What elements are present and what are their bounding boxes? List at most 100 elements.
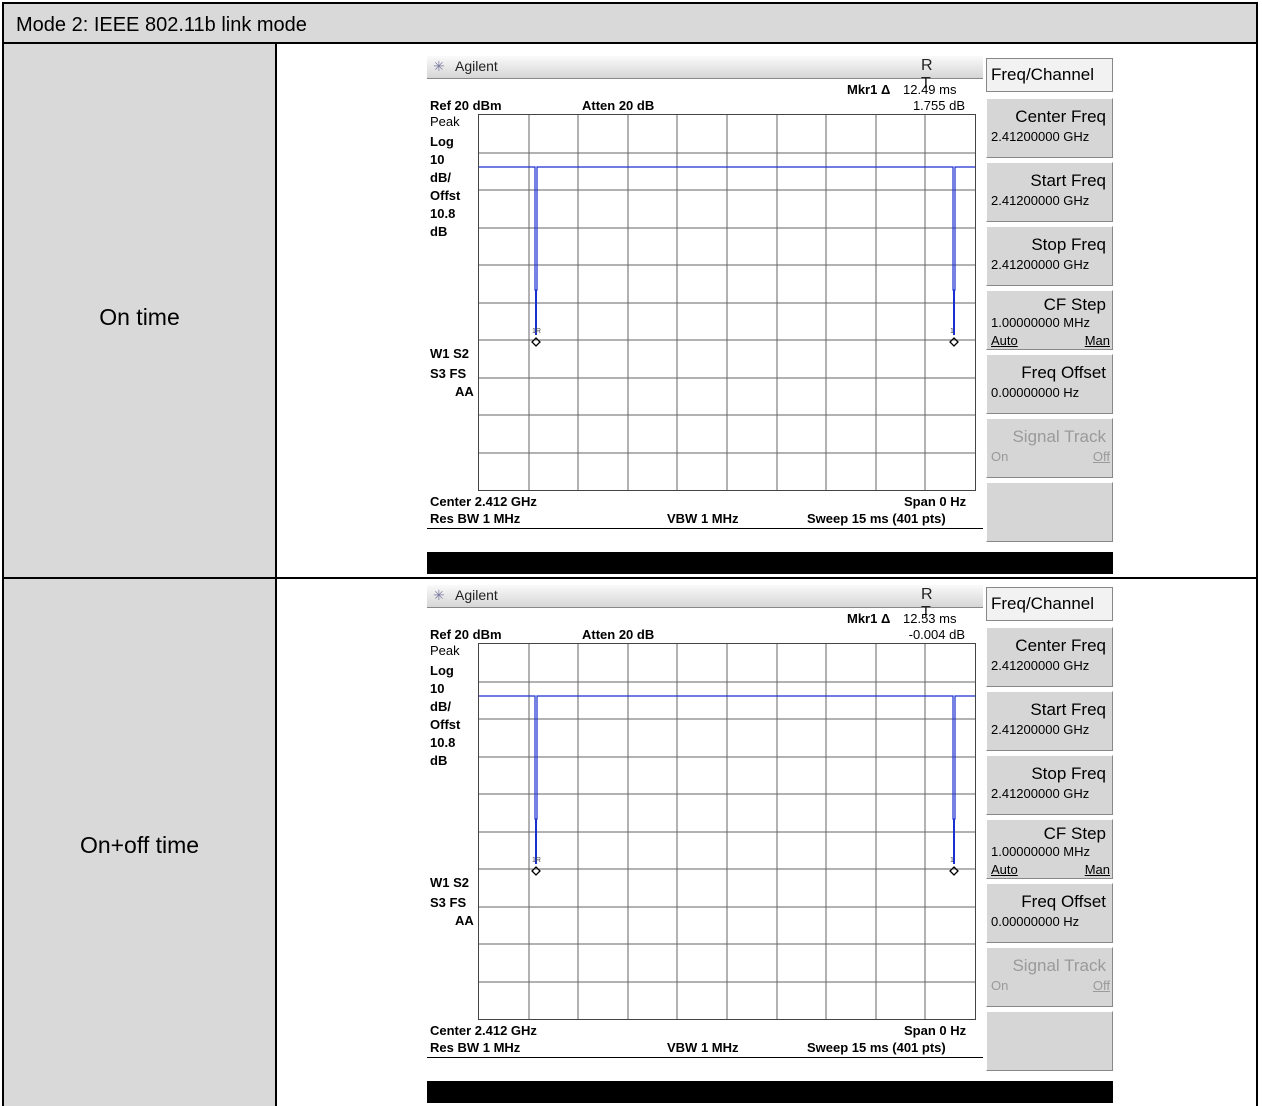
- analyzer-rt-indicator: R T: [921, 57, 949, 92]
- trace-status: W1 S2: [430, 346, 470, 361]
- trace-status: S3 FS: [430, 366, 467, 381]
- start-freq-softkey[interactable]: Start Freq 2.41200000 GHz: [986, 162, 1113, 222]
- softkey-label: Center Freq: [1015, 636, 1106, 655]
- cf-step-softkey[interactable]: CF Step 1.00000000 MHz Auto Man: [986, 290, 1113, 350]
- divider: [427, 1057, 983, 1058]
- marker-1-diamond: [949, 337, 959, 347]
- video-bandwidth: VBW 1 MHz: [667, 511, 739, 526]
- softkey-label: Center Freq: [1015, 107, 1106, 126]
- resolution-bandwidth: Res BW 1 MHz: [430, 1040, 521, 1055]
- agilent-logo-icon: ✳: [433, 587, 445, 603]
- ref-level: Ref 20 dBm: [430, 98, 502, 113]
- spectrum-analyzer-screenshot: ✳ Agilent R T Mkr1 Δ 12.49 ms 1.755 dB R…: [427, 56, 1115, 574]
- freq-offset-softkey[interactable]: Freq Offset 0.00000000 Hz: [986, 883, 1113, 943]
- softkey-option-man: Man: [1084, 862, 1110, 877]
- video-bandwidth: VBW 1 MHz: [667, 1040, 739, 1055]
- analyzer-rt-indicator: R T: [921, 586, 949, 621]
- scale-label: Offst: [430, 717, 461, 732]
- ref-level: Ref 20 dBm: [430, 627, 502, 642]
- softkey-option-on: On: [991, 449, 1009, 464]
- center-freq-softkey[interactable]: Center Freq 2.41200000 GHz: [986, 627, 1113, 687]
- plot-svg: 1R 1: [479, 644, 975, 1019]
- softkey-value: 2.41200000 GHz: [991, 129, 1090, 144]
- signal-track-softkey[interactable]: Signal Track On Off: [986, 947, 1113, 1007]
- table-header: Mode 2: IEEE 802.11b link mode: [2, 2, 1258, 44]
- softkey-value: 1.00000000 MHz: [991, 315, 1091, 330]
- center-frequency: Center 2.412 GHz: [430, 1023, 537, 1038]
- softkey-label: CF Step: [1043, 295, 1106, 314]
- analyzer-status-bar: [427, 1081, 1113, 1103]
- trace-status: W1 S2: [430, 875, 470, 890]
- scale-label: dB: [430, 753, 448, 768]
- trace-status: AA: [455, 384, 474, 399]
- start-freq-softkey[interactable]: Start Freq 2.41200000 GHz: [986, 691, 1113, 751]
- analyzer-title-bar: ✳ Agilent R T: [427, 585, 983, 621]
- signal-track-softkey[interactable]: Signal Track On Off: [986, 418, 1113, 478]
- freq-offset-softkey[interactable]: Freq Offset 0.00000000 Hz: [986, 354, 1113, 414]
- row-plot-cell: ✳ Agilent R T Mkr1 Δ 12.53 ms -0.004 dB …: [277, 579, 1256, 1106]
- softkey-label: Freq Offset: [1021, 363, 1106, 382]
- center-freq-softkey[interactable]: Center Freq 2.41200000 GHz: [986, 98, 1113, 158]
- cf-step-softkey[interactable]: CF Step 1.00000000 MHz Auto Man: [986, 819, 1113, 879]
- softkey-option-on: On: [991, 978, 1009, 993]
- scale-label: Log: [430, 134, 454, 149]
- row-label-cell: On time: [4, 44, 277, 577]
- plot-graticule: 1R 1: [478, 643, 976, 1020]
- row-plot-cell: ✳ Agilent R T Mkr1 Δ 12.49 ms 1.755 dB R…: [277, 44, 1256, 577]
- sweep-time: Sweep 15 ms (401 pts): [807, 1040, 946, 1055]
- marker-tag: 1R: [532, 328, 541, 335]
- softkey-value: 2.41200000 GHz: [991, 722, 1090, 737]
- marker-label: Mkr1 Δ: [847, 611, 891, 626]
- softkey-value: 1.00000000 MHz: [991, 844, 1091, 859]
- marker-tag: 1R: [532, 857, 541, 864]
- softkey-option-man: Man: [1084, 333, 1110, 348]
- sweep-time: Sweep 15 ms (401 pts): [807, 511, 946, 526]
- softkey-option-off: Off: [1092, 978, 1110, 993]
- softkey-value: 2.41200000 GHz: [991, 193, 1090, 208]
- attenuation: Atten 20 dB: [582, 98, 655, 113]
- softkey-label: CF Step: [1043, 824, 1106, 843]
- softkey-label: Freq Offset: [1021, 892, 1106, 911]
- spectrum-analyzer-screenshot: ✳ Agilent R T Mkr1 Δ 12.53 ms -0.004 dB …: [427, 585, 1115, 1103]
- softkey-option-off: Off: [1092, 449, 1110, 464]
- divider: [427, 528, 983, 529]
- scale-label: Peak: [430, 114, 460, 129]
- softkey-label: Signal Track: [1012, 427, 1106, 446]
- span: Span 0 Hz: [904, 1023, 967, 1038]
- marker-time: 12.53 ms: [903, 611, 957, 626]
- analyzer-title-bar: ✳ Agilent R T: [427, 56, 983, 92]
- marker-time: 12.49 ms: [903, 82, 957, 97]
- softkey-option-auto: Auto: [991, 862, 1018, 877]
- marker-label: Mkr1 Δ: [847, 82, 891, 97]
- trace-line: [479, 166, 975, 291]
- row-label: On+off time: [79, 832, 200, 858]
- scale-label: Peak: [430, 643, 460, 658]
- row-label-cell: On+off time: [4, 579, 277, 1106]
- scale-label: 10.8: [430, 206, 456, 221]
- attenuation: Atten 20 dB: [582, 627, 655, 642]
- center-frequency: Center 2.412 GHz: [430, 494, 537, 509]
- scale-label: 10: [430, 152, 445, 167]
- stop-freq-softkey[interactable]: Stop Freq 2.41200000 GHz: [986, 755, 1113, 815]
- softkey-label: Stop Freq: [1031, 235, 1106, 254]
- table-title: Mode 2: IEEE 802.11b link mode: [16, 14, 307, 36]
- blank-softkey[interactable]: [986, 482, 1113, 542]
- analyzer-status-bar: [427, 552, 1113, 574]
- scale-label: Offst: [430, 188, 461, 203]
- trace-line: [479, 695, 975, 820]
- scale-label: dB/: [430, 699, 451, 714]
- softkey-label: Start Freq: [1030, 171, 1106, 190]
- trace-status: S3 FS: [430, 895, 467, 910]
- blank-softkey[interactable]: [986, 1011, 1113, 1071]
- trace-status: AA: [455, 913, 474, 928]
- stop-freq-softkey[interactable]: Stop Freq 2.41200000 GHz: [986, 226, 1113, 286]
- plot-svg: 1R 1: [479, 115, 975, 490]
- softkey-label: Stop Freq: [1031, 764, 1106, 783]
- scale-label: Log: [430, 663, 454, 678]
- softkey-value: 0.00000000 Hz: [991, 385, 1080, 400]
- scale-label: dB/: [430, 170, 451, 185]
- softkey-menu-title: Freq/Channel: [986, 58, 1113, 92]
- marker-1-diamond: [949, 866, 959, 876]
- table-row: On+off time ✳ Agilent R T Mkr1 Δ 12.53 m…: [2, 579, 1258, 1106]
- marker-1r-diamond: [531, 866, 541, 876]
